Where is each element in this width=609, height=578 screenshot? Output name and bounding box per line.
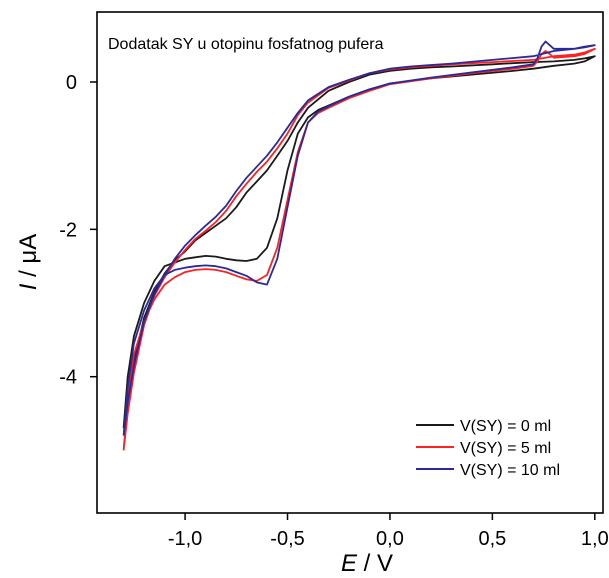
- x-axis-title-unit: / V: [357, 550, 393, 577]
- plot-frame: [96, 11, 604, 514]
- x-axis-title: E / V: [341, 550, 393, 577]
- series-line-0: [122, 55, 596, 429]
- y-tick-label: -2: [59, 219, 77, 241]
- legend-label-1: V(SY) = 5 ml: [460, 440, 551, 457]
- x-axis-title-symbol: E: [341, 550, 358, 577]
- y-axis-ticks: 0 -2 -4: [59, 72, 97, 389]
- chart-annotation: Dodatak SY u otopinu fosfatnog pufera: [108, 36, 384, 53]
- x-tick-label: 0,5: [478, 528, 506, 550]
- y-tick-label: -4: [59, 367, 77, 389]
- y-axis-title-unit: / μA: [15, 234, 42, 284]
- y-axis-title-symbol: I: [15, 283, 42, 290]
- x-tick-label: -0,5: [270, 528, 304, 550]
- series-layer: [122, 40, 596, 451]
- x-tick-label: -1,0: [168, 528, 202, 550]
- x-tick-label: 0,0: [376, 528, 404, 550]
- y-tick-label: 0: [66, 72, 77, 94]
- series-line-1: [122, 47, 596, 451]
- x-axis-ticks: -1,0 -0,5 0,0 0,5 1,0: [168, 513, 609, 550]
- legend-label-2: V(SY) = 10 ml: [460, 462, 560, 479]
- x-tick-label: 1,0: [581, 528, 609, 550]
- legend: V(SY) = 0 ml V(SY) = 5 ml V(SY) = 10 ml: [416, 418, 560, 479]
- series-line-2: [122, 40, 596, 436]
- legend-label-0: V(SY) = 0 ml: [460, 418, 551, 435]
- y-axis-title: I / μA: [15, 234, 42, 291]
